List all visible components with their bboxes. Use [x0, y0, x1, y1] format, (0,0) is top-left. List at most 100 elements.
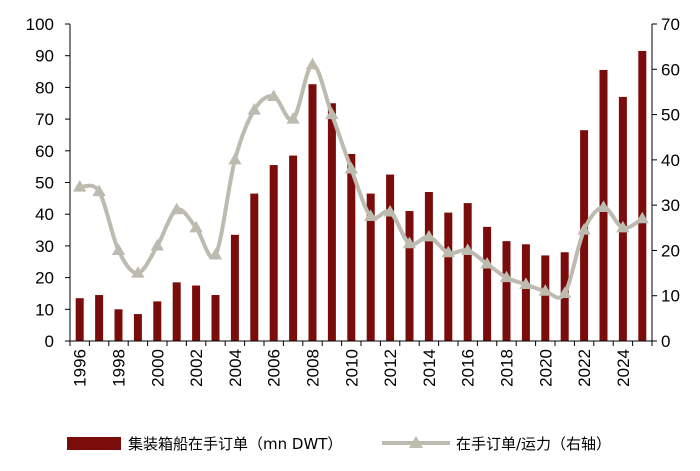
- bar: [366, 193, 375, 341]
- line-point: [577, 223, 591, 235]
- x-tick-label: 2008: [304, 349, 323, 387]
- line-point: [441, 245, 455, 258]
- right-tick-label: 60: [661, 60, 680, 79]
- legend-bar-label: 集装箱船在手订单（mn DWT）: [128, 435, 342, 453]
- left-tick-label: 30: [35, 237, 54, 256]
- x-tick-label: 1998: [110, 349, 129, 387]
- bar: [618, 96, 627, 341]
- bar: [211, 295, 220, 341]
- line-point: [519, 277, 533, 289]
- right-tick-label: 10: [661, 287, 680, 306]
- bar: [424, 192, 433, 341]
- bar: [114, 309, 123, 341]
- left-tick-label: 100: [26, 15, 54, 34]
- bar: [502, 241, 511, 341]
- plot-area: [73, 50, 649, 342]
- x-tick-label: 2006: [265, 349, 284, 387]
- line-point: [208, 247, 223, 260]
- legend-bar-swatch: [67, 437, 121, 450]
- x-axis: 1996 1998 2000 2002 2004 2006 2008 2010 2012 2014…: [69, 340, 653, 387]
- legend-line-marker: [409, 436, 423, 448]
- right-tick-label: 20: [661, 241, 680, 260]
- x-tick-label: 2016: [459, 349, 478, 387]
- line-point: [247, 103, 261, 115]
- x-tick-label: 2022: [575, 349, 594, 387]
- line-point: [267, 89, 281, 102]
- line-point: [344, 161, 358, 174]
- line-point: [131, 266, 145, 278]
- bar: [289, 155, 298, 341]
- line-point: [92, 184, 106, 197]
- left-tick-label: 50: [35, 174, 54, 193]
- bar: [327, 103, 336, 341]
- bar: [347, 153, 356, 341]
- ratio-line: [79, 62, 644, 300]
- left-tick-label: 90: [35, 47, 54, 66]
- line-point: [558, 286, 572, 298]
- bar: [230, 234, 239, 341]
- line-point: [422, 229, 436, 242]
- line-point: [383, 204, 397, 217]
- right-tick-label: 30: [661, 196, 680, 215]
- line-point: [325, 107, 339, 120]
- line-point: [635, 211, 649, 224]
- line-point: [73, 180, 87, 192]
- left-tick-label: 70: [35, 110, 54, 129]
- line-point: [461, 243, 475, 255]
- left-tick-label: 80: [35, 78, 54, 97]
- bar: [308, 84, 317, 341]
- x-tick-label: 2010: [342, 349, 361, 387]
- line-point: [111, 243, 126, 255]
- bar: [269, 165, 278, 341]
- x-tick-label: 2024: [614, 349, 633, 387]
- line-point: [616, 220, 630, 233]
- bar: [405, 211, 414, 341]
- x-tick-label: 2020: [536, 349, 555, 387]
- bar: [133, 314, 142, 341]
- line-point: [596, 200, 611, 212]
- right-tick-label: 40: [661, 151, 680, 170]
- left-tick-label: 0: [45, 332, 54, 351]
- right-tick-label: 50: [661, 106, 680, 125]
- left-tick-label: 60: [35, 142, 54, 161]
- line-point: [402, 236, 417, 249]
- legend: 集装箱船在手订单（mn DWT） 在手订单/运力（右轴）: [67, 435, 611, 453]
- left-tick-label: 20: [35, 269, 54, 288]
- bar: [172, 282, 181, 341]
- bar: [638, 50, 647, 341]
- bar: [386, 174, 395, 341]
- line-point: [538, 284, 552, 296]
- bar: [75, 298, 84, 341]
- line-point: [150, 238, 164, 251]
- bar: [463, 203, 472, 341]
- bar: [95, 295, 104, 341]
- line-point: [228, 152, 242, 165]
- x-tick-label: 2004: [226, 349, 245, 387]
- bar: [153, 301, 162, 342]
- x-tick-label: 2002: [187, 349, 206, 387]
- right-y-axis: 0 10 20 30 40 50 60 70: [651, 15, 680, 351]
- line-point: [499, 270, 514, 283]
- right-tick-label: 0: [661, 332, 670, 351]
- left-tick-label: 10: [35, 300, 54, 319]
- line-point: [480, 257, 494, 269]
- bar: [483, 226, 492, 341]
- bar: [541, 255, 550, 341]
- bar: [250, 193, 259, 341]
- line-point: [305, 57, 320, 70]
- right-tick-label: 70: [661, 15, 680, 34]
- x-tick-label: 2014: [420, 349, 439, 387]
- left-y-axis: 0 10 20 30 40 50 60 70 80 90 100: [26, 15, 71, 351]
- line-point: [364, 209, 378, 222]
- x-tick-label: 2012: [381, 349, 400, 387]
- bar: [521, 244, 530, 341]
- legend-line-label: 在手订单/运力（右轴）: [456, 435, 611, 453]
- bar: [192, 285, 201, 341]
- line-point: [286, 112, 300, 124]
- x-tick-label: 2018: [498, 349, 517, 387]
- bar: [444, 212, 453, 341]
- line-point: [170, 202, 184, 215]
- x-tick-label: 1996: [71, 349, 90, 387]
- line-point: [189, 220, 203, 233]
